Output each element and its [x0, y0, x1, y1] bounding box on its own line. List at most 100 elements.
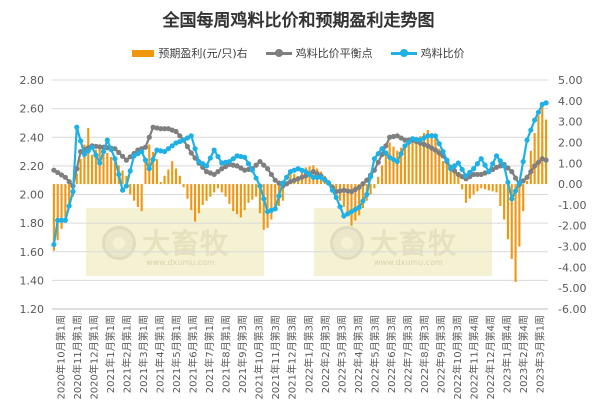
ratio-point: [81, 151, 88, 158]
ratio-point: [51, 241, 57, 248]
profit-bar: [102, 148, 105, 185]
ratio-point: [501, 163, 507, 169]
profit-bar: [464, 184, 468, 203]
ratio-point: [520, 158, 526, 165]
profit-bar: [52, 184, 55, 251]
profit-bar: [350, 184, 353, 226]
profit-bar: [255, 184, 258, 197]
ratio-avg-point: [123, 157, 129, 163]
x-tick-label: 2022年9月第3周: [435, 315, 448, 393]
ratio-point: [432, 133, 439, 139]
ratio-avg-point: [142, 144, 149, 150]
profit-bar: [258, 184, 261, 214]
ratio-point: [387, 154, 393, 160]
ratio-point: [245, 161, 252, 167]
ratio-point: [543, 100, 549, 106]
profit-bar: [110, 157, 113, 185]
ratio-point: [123, 183, 129, 189]
y-left-tick-label: 1.60: [20, 246, 45, 259]
profit-bar: [174, 168, 178, 185]
x-tick-label: 2021年2月第1周: [120, 315, 133, 393]
x-tick-label: 2020年11月第1周: [71, 315, 84, 400]
profit-bar: [358, 184, 361, 216]
profit-bar: [163, 175, 166, 185]
profit-bar: [415, 138, 418, 185]
ratio-point: [230, 156, 236, 162]
ratio-avg-point: [257, 158, 263, 165]
y-right-tick-label: 0.00: [558, 178, 583, 191]
ratio-point: [509, 196, 515, 202]
ratio-point: [100, 148, 107, 155]
ratio-point: [356, 204, 362, 210]
profit-bar: [64, 184, 67, 218]
ratio-point: [62, 217, 68, 223]
chart-title: 全国每周鸡料比价和预期盈利走势图: [162, 11, 435, 31]
ratio-point: [150, 156, 156, 163]
ratio-avg-point: [66, 179, 72, 185]
ratio-point: [532, 117, 538, 123]
profit-bar: [438, 148, 441, 185]
profit-bar: [125, 175, 128, 185]
x-tick-label: 2023年3月第1周: [534, 315, 547, 393]
ratio-point: [85, 148, 91, 154]
ratio-point: [528, 127, 534, 133]
ratio-point: [429, 133, 435, 139]
watermark-logo-icon: [102, 226, 136, 260]
x-tick-label: 2021年9月第3周: [236, 315, 249, 393]
ratio-avg-point: [383, 143, 389, 149]
ratio-point: [196, 158, 202, 165]
ratio-avg-point: [58, 172, 65, 178]
ratio-avg-point: [264, 166, 271, 172]
ratio-point: [58, 217, 65, 223]
profit-bar: [529, 150, 532, 185]
y-right-tick-label: -5.00: [558, 282, 586, 295]
ratio-point: [497, 158, 503, 164]
ratio-point: [337, 204, 343, 210]
x-tick-label: 2022年2月第3周: [319, 315, 332, 393]
ratio-point: [207, 155, 213, 161]
profit-bar: [472, 184, 475, 195]
ratio-point: [119, 187, 126, 193]
profit-bar: [197, 184, 200, 214]
ratio-avg-point: [314, 171, 320, 177]
y-right-tick-label: -4.00: [558, 261, 586, 274]
profit-bar: [60, 184, 63, 229]
y-axis-right: -6.00 -5.00 -4.00 -3.00 -2.00 -1.00 0.00 1.00 2.…: [558, 74, 586, 316]
profit-bar: [132, 184, 136, 201]
profit-bar: [354, 184, 357, 221]
profit-bar: [396, 150, 399, 185]
ratio-point: [322, 177, 328, 183]
x-tick-label: 2022年12月第4周: [484, 315, 497, 400]
profit-bar: [209, 184, 212, 197]
x-tick-label: 2021年4月第1周: [153, 315, 166, 393]
profit-bars: [52, 104, 548, 282]
ratio-avg-point: [261, 162, 267, 168]
x-tick-label: 2021年10月第3周: [253, 315, 266, 400]
ratio-point: [421, 135, 427, 141]
x-tick-label: 2021年8月第1周: [220, 315, 233, 393]
watermark-text-right: 大畜牧: [370, 227, 458, 260]
ratio-avg-point: [211, 171, 217, 178]
x-tick-label: 2021年12月第3周: [286, 315, 299, 400]
legend-gray-line-swatch: [265, 48, 292, 58]
profit-bar: [491, 184, 494, 192]
profit-bar: [388, 142, 391, 185]
profit-bar: [68, 184, 71, 207]
ratio-point: [127, 168, 133, 174]
x-tick-label: 2020年10月第1周: [54, 315, 67, 400]
ratio-point: [135, 151, 141, 157]
watermark-box-left: 大畜牧 www.dxumu.com: [86, 208, 264, 276]
x-tick-label: 2021年5月第1周: [170, 315, 183, 393]
ratio-point: [448, 166, 454, 172]
ratio-point: [169, 143, 175, 149]
ratio-point: [478, 156, 484, 162]
y-left-tick-label: 2.20: [20, 160, 45, 173]
profit-bar: [87, 127, 90, 185]
ratio-avg-point: [116, 149, 122, 156]
ratio-avg-point: [51, 167, 57, 173]
ratio-point: [490, 161, 496, 167]
ratio-point: [486, 169, 492, 175]
ratio-avg-point: [532, 163, 538, 169]
ratio-point: [249, 167, 255, 173]
